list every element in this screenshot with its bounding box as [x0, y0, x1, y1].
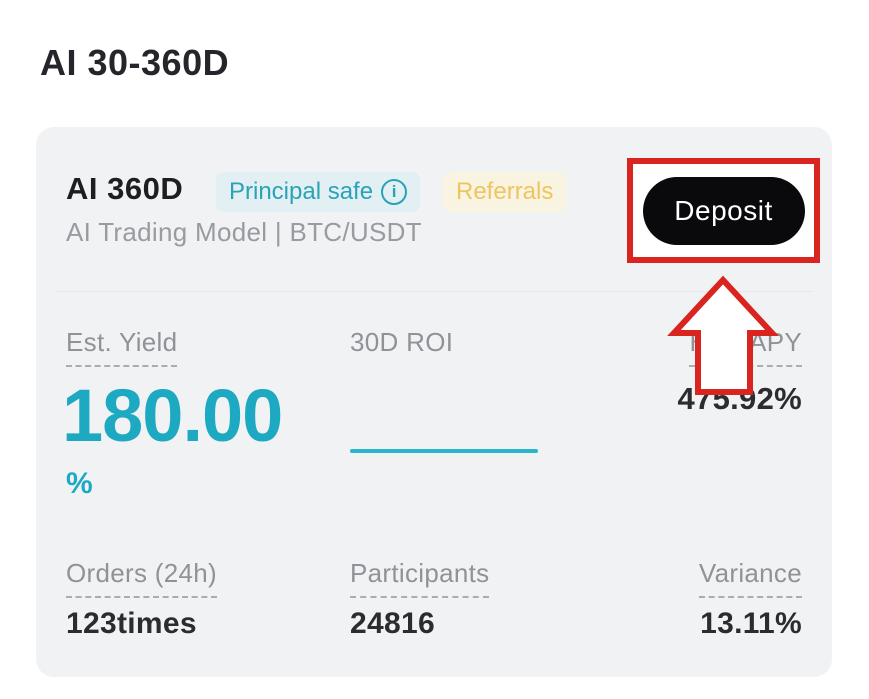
est-yield-value: 180.00 [62, 374, 283, 457]
product-card: AI 360D Principal safe i Referrals AI Tr… [36, 127, 832, 677]
info-icon[interactable]: i [381, 179, 408, 205]
variance-value: 13.11% [700, 607, 802, 640]
highlight-arrow-up-icon [667, 275, 779, 395]
est-yield-unit: % [66, 467, 93, 500]
deposit-button[interactable]: Deposit [642, 176, 805, 245]
variance-label: Variance [698, 558, 802, 598]
page-title: AI 30-360D [40, 42, 230, 83]
orders-value: 123times [66, 607, 197, 640]
highlight-rectangle: Deposit [627, 158, 820, 263]
principal-safe-label: Principal safe [229, 178, 374, 205]
referrals-badge[interactable]: Referrals [443, 172, 567, 212]
card-title: AI 360D [66, 171, 184, 206]
card-subtitle: AI Trading Model | BTC/USDT [66, 217, 422, 247]
principal-safe-badge[interactable]: Principal safe i [216, 172, 421, 212]
roi-30d-label: 30D ROI [350, 327, 454, 357]
est-yield-label: Est. Yield [66, 327, 178, 367]
roi-empty-line [350, 449, 538, 453]
orders-label: Orders (24h) [66, 558, 217, 598]
participants-label: Participants [350, 558, 490, 598]
divider [56, 291, 812, 292]
participants-value: 24816 [350, 607, 435, 640]
